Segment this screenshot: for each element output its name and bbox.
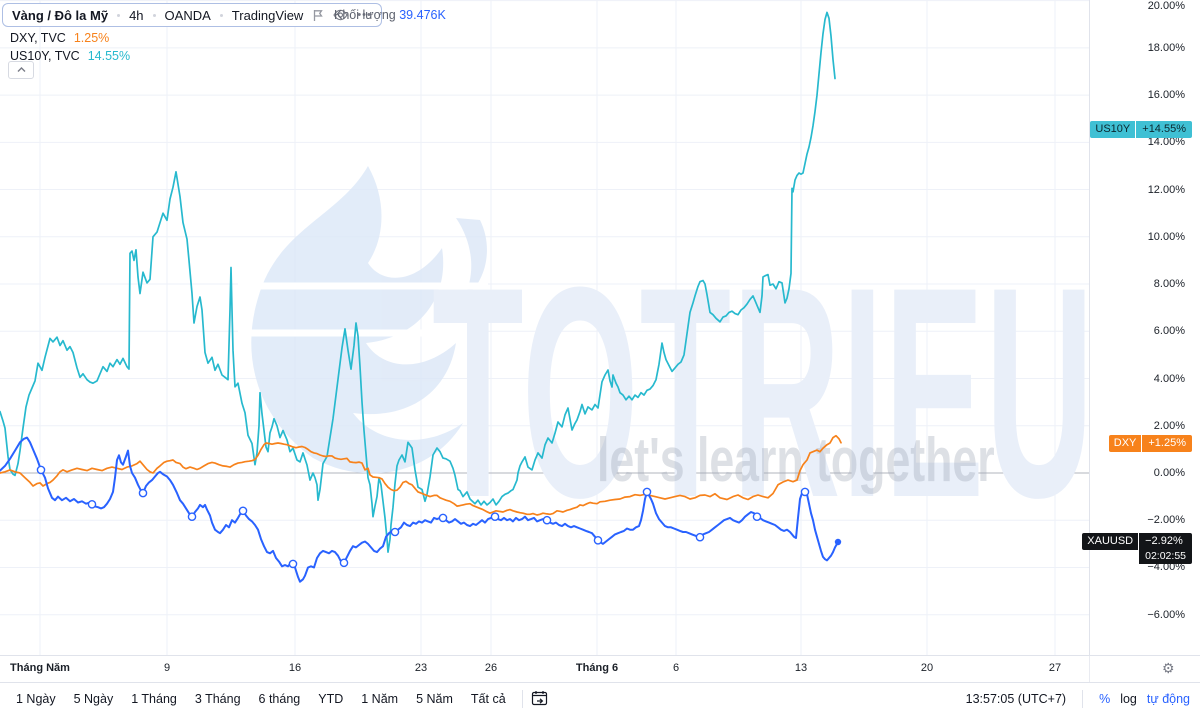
- us10y-badge-label: US10Y: [1090, 120, 1136, 138]
- price-tick-label: 16.00%: [1147, 89, 1185, 102]
- time-axis[interactable]: ⚙ Tháng Năm 9 16 23 26 Tháng 6 6 13 20 27: [0, 655, 1200, 683]
- price-tick-label: −6.00%: [1147, 608, 1185, 621]
- volume-label: Khối lượng: [334, 8, 396, 22]
- separator-dot-icon: [152, 13, 156, 17]
- range-button-3[interactable]: 1 Tháng: [131, 691, 177, 706]
- volume-value: 39.476K: [399, 8, 446, 22]
- time-tick-label: Tháng Năm: [10, 662, 70, 674]
- price-tick-label: 6.00%: [1153, 325, 1185, 338]
- time-tick-label: 9: [163, 662, 171, 674]
- auto-scale-button[interactable]: tự động: [1146, 691, 1190, 706]
- dxy-price-badge: DXY +1.25%: [1108, 434, 1192, 452]
- legend-change-value: 1.25%: [73, 31, 110, 45]
- price-tick-label: 14.00%: [1147, 136, 1185, 149]
- time-tick-label: 23: [414, 662, 428, 674]
- eye-icon[interactable]: [333, 9, 349, 21]
- price-tick-label: 20.00%: [1147, 0, 1185, 12]
- range-button-8[interactable]: 5 Năm: [416, 691, 453, 706]
- exchange-label[interactable]: OANDA: [164, 7, 211, 23]
- percent-scale-button[interactable]: %: [1099, 691, 1111, 706]
- toolbar-divider: [1082, 689, 1084, 708]
- price-tick-label: 10.00%: [1147, 230, 1185, 243]
- legend-collapse-button[interactable]: [8, 61, 34, 79]
- log-scale-button[interactable]: log: [1120, 691, 1137, 706]
- price-tick-label: −4.00%: [1147, 561, 1185, 574]
- legend-row-dxy[interactable]: DXY, TVC 1.25%: [10, 31, 109, 45]
- symbol-title[interactable]: Vàng / Đô la Mỹ: [12, 7, 109, 23]
- legend-row-us10y[interactable]: US10Y, TVC 14.55%: [10, 49, 130, 63]
- gear-icon[interactable]: ⚙: [1162, 660, 1175, 676]
- platform-label[interactable]: TradingView: [231, 7, 304, 23]
- time-tick-label: 13: [794, 662, 808, 674]
- chart-series: [0, 11, 842, 583]
- separator-dot-icon: [117, 13, 121, 17]
- range-button-1[interactable]: 1 Ngày: [16, 691, 56, 706]
- more-menu-icon[interactable]: •••: [357, 9, 372, 21]
- price-tick-label: 0.00%: [1153, 467, 1185, 479]
- us10y-price-badge: US10Y +14.55%: [1090, 120, 1192, 138]
- price-tick-label: 4.00%: [1153, 372, 1185, 385]
- dxy-badge-label: DXY: [1108, 434, 1142, 452]
- volume-row: Khối lượng 39.476K: [334, 8, 446, 22]
- price-tick-label: 12.00%: [1147, 183, 1185, 196]
- interval-label[interactable]: 4h: [129, 7, 144, 23]
- xauusd-price-badge: XAUUSD −2.92% 02:02:55: [1082, 533, 1192, 565]
- axis-corner-separator: [1089, 656, 1090, 683]
- time-tick-label: 26: [484, 662, 498, 674]
- clock: 13:57:05 (UTC+7): [965, 691, 1067, 706]
- time-tick-label: 6: [672, 662, 680, 674]
- legend-symbol-name[interactable]: US10Y, TVC: [10, 49, 80, 63]
- dxy-badge-value: +1.25%: [1148, 436, 1186, 449]
- us10y-badge-value: +14.55%: [1142, 122, 1186, 135]
- symbol-box[interactable]: Vàng / Đô la Mỹ 4h OANDA TradingView •••: [2, 3, 382, 27]
- xauusd-badge-label: XAUUSD: [1082, 533, 1139, 551]
- legend-change-value: 14.55%: [87, 49, 131, 63]
- time-tick-label: Tháng 6: [575, 662, 619, 674]
- time-tick-label: 27: [1048, 662, 1062, 674]
- range-button-4[interactable]: 3 Tháng: [194, 691, 241, 706]
- bottom-toolbar: 1 Ngày 5 Ngày 1 Tháng 3 Tháng 6 tháng YTD 1 Nă…: [0, 682, 1200, 714]
- flag-icon[interactable]: [312, 9, 324, 22]
- separator-dot-icon: [219, 13, 223, 17]
- xauusd-badge-countdown: 02:02:55: [1145, 550, 1186, 563]
- range-button-5[interactable]: 6 tháng: [258, 691, 301, 706]
- time-tick-label: 20: [920, 662, 934, 674]
- price-tick-label: −2.00%: [1147, 514, 1185, 527]
- range-button-2[interactable]: 5 Ngày: [73, 691, 114, 706]
- chart-grid: [0, 0, 1089, 655]
- legend-symbol-name[interactable]: DXY, TVC: [10, 31, 66, 45]
- range-button-6[interactable]: YTD: [318, 691, 344, 706]
- toolbar-divider: [521, 689, 523, 708]
- go-to-date-icon[interactable]: [531, 690, 548, 707]
- range-button-9[interactable]: Tất cả: [470, 691, 506, 706]
- price-tick-label: 2.00%: [1153, 419, 1185, 432]
- price-tick-label: 8.00%: [1153, 278, 1185, 291]
- price-tick-label: 18.00%: [1147, 41, 1185, 54]
- xauusd-badge-value: −2.92%: [1145, 535, 1183, 548]
- range-button-7[interactable]: 1 Năm: [361, 691, 399, 706]
- price-axis[interactable]: 20.00% 18.00% 16.00% 14.00% 12.00% 10.00% 8.00…: [1082, 0, 1200, 655]
- range-buttons: 1 Ngày 5 Ngày 1 Tháng 3 Tháng 6 tháng YTD 1 Nă…: [0, 688, 548, 710]
- time-tick-label: 16: [288, 662, 302, 674]
